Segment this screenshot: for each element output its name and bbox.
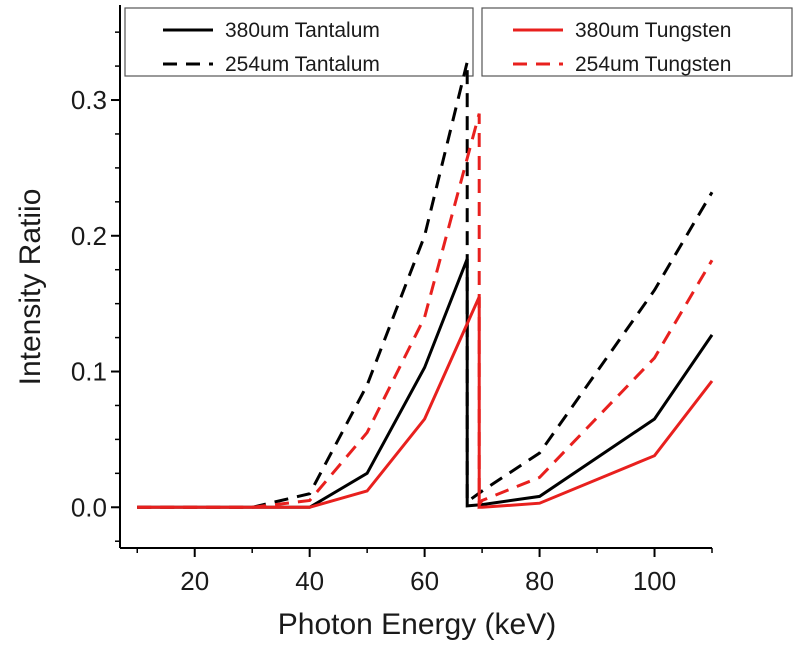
axes: 20 40 60 80 100 0.0 0.1 0.2 0.3 [71,5,713,596]
x-tick-label: 80 [525,566,554,596]
legend-frame [124,7,474,77]
x-tick-label: 20 [180,566,209,596]
series-line-254um-tantalum [137,61,714,509]
legend-label-380um-tantalum: 380um Tantalum [225,19,380,42]
legend-frame [481,7,793,77]
series-line-380um-tantalum [137,258,714,509]
plot-area [137,61,714,510]
x-axis-title: Photon Energy (keV) [278,608,556,641]
y-tick-label: 0.1 [71,357,107,387]
y-tick-label: 0.3 [71,85,107,115]
y-tick-label: 0.0 [71,492,107,522]
x-tick-label: 60 [410,566,439,596]
x-tick-label: 100 [633,566,676,596]
legend-label-254um-tungsten: 254um Tungsten [575,53,731,76]
x-tick-label: 40 [295,566,324,596]
legend-label-254um-tantalum: 254um Tantalum [225,53,380,76]
legend-box-tungsten: 380um Tungsten 254um Tungsten [481,7,793,77]
legend-label-380um-tungsten: 380um Tungsten [575,19,731,42]
y-axis-title: Intensity Ratiio [14,189,47,386]
y-tick-label: 0.2 [71,221,107,251]
legend-box-tantalum: 380um Tantalum 254um Tantalum [124,7,474,77]
series-line-254um-tungsten [137,113,714,510]
